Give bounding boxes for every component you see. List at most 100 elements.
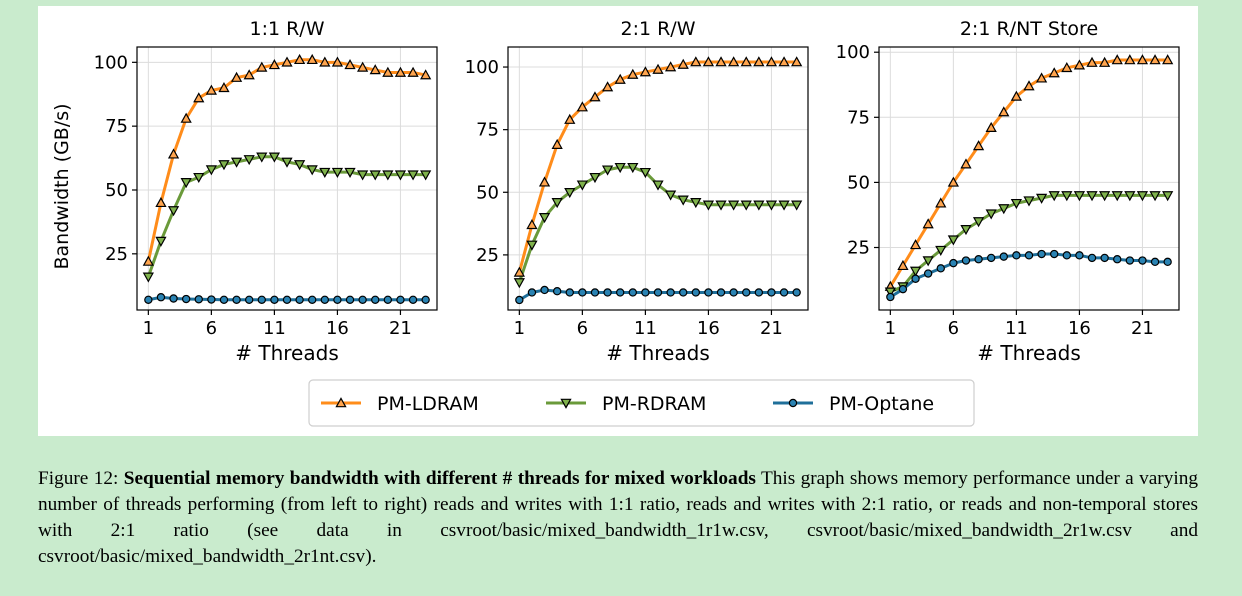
data-point-pm-rdram: [394, 170, 407, 181]
data-point-pm-ldram: [155, 196, 167, 208]
caption-bold: Sequential memory bandwidth with differe…: [123, 468, 756, 489]
data-point-pm-rdram: [218, 160, 230, 171]
data-point-pm-ldram: [702, 56, 715, 67]
data-point-pm-rdram: [960, 224, 972, 236]
data-point-pm-ldram: [564, 113, 576, 124]
data-point-pm-ldram: [791, 56, 803, 67]
data-point-pm-optane: [911, 274, 920, 283]
data-point-pm-ldram: [576, 101, 588, 112]
data-point-pm-optane: [396, 295, 405, 304]
data-point-pm-optane: [923, 269, 933, 278]
data-point-pm-ldram: [922, 218, 934, 229]
series-line-pm-ldram: [517, 60, 797, 273]
data-point-pm-rdram: [909, 266, 922, 277]
data-point-pm-ldram: [526, 219, 538, 230]
axes-frame: [136, 46, 438, 311]
series-markers-pm-rdram: [513, 162, 803, 289]
x-tick-label: 21: [389, 318, 412, 339]
data-point-pm-optane: [194, 295, 203, 304]
data-point-pm-ldram: [740, 56, 752, 67]
legend-item-pm-rdram: PM-RDRAM: [546, 393, 706, 415]
data-point-pm-ldram: [306, 53, 318, 65]
data-point-pm-optane: [1163, 257, 1172, 267]
data-point-pm-optane: [1075, 251, 1084, 260]
data-point-pm-rdram: [243, 155, 255, 166]
data-point-pm-rdram: [627, 162, 639, 174]
data-point-pm-rdram: [513, 278, 525, 289]
data-point-pm-rdram: [1086, 191, 1098, 202]
x-axis-label: # Threads: [235, 341, 338, 365]
data-point-pm-optane: [961, 256, 971, 265]
data-point-pm-optane: [295, 295, 304, 304]
series-line-pm-rdram: [146, 155, 426, 278]
data-point-pm-rdram: [1023, 196, 1035, 207]
data-point-pm-optane: [1100, 253, 1109, 263]
y-tick-label: 100: [836, 42, 870, 63]
data-point-pm-rdram: [576, 180, 588, 191]
data-point-pm-rdram: [791, 200, 803, 211]
data-point-pm-ldram: [420, 69, 432, 80]
data-point-pm-optane: [1087, 253, 1097, 263]
y-tick-label: 25: [476, 245, 499, 266]
data-point-pm-optane: [779, 288, 789, 297]
series-markers-pm-optane: [886, 249, 1172, 302]
x-tick-label: 6: [206, 318, 217, 339]
data-point-pm-rdram: [167, 206, 180, 217]
data-point-pm-rdram: [1073, 191, 1086, 202]
data-point-pm-rdram: [652, 180, 664, 191]
data-point-pm-optane: [615, 288, 625, 297]
y-tick-label: 50: [476, 182, 499, 203]
data-point-pm-ldram: [1124, 54, 1136, 65]
data-point-pm-optane: [986, 253, 996, 263]
data-point-pm-optane: [1037, 249, 1046, 259]
data-point-pm-rdram: [1035, 193, 1048, 204]
data-point-pm-optane: [540, 285, 549, 295]
data-point-pm-rdram: [420, 170, 432, 181]
data-point-pm-optane: [691, 288, 701, 297]
legend-item-pm-optane: PM-Optane: [773, 393, 934, 415]
data-point-pm-ldram: [243, 69, 255, 80]
data-point-pm-ldram: [947, 176, 959, 187]
data-point-pm-rdram: [205, 165, 217, 176]
data-point-pm-optane: [974, 255, 983, 264]
data-point-pm-optane: [345, 295, 355, 304]
data-point-pm-ldram: [1162, 54, 1174, 65]
data-point-pm-ldram: [1061, 61, 1073, 73]
data-point-pm-optane: [792, 288, 801, 297]
data-point-pm-optane: [754, 288, 764, 297]
legend-label: PM-LDRAM: [377, 393, 479, 415]
x-tick-label: 16: [326, 318, 349, 339]
data-point-pm-ldram: [998, 106, 1010, 117]
x-tick-label: 16: [697, 318, 720, 339]
data-point-pm-ldram: [778, 56, 790, 67]
data-point-pm-optane: [156, 293, 166, 302]
data-point-pm-ldram: [935, 197, 947, 208]
data-point-pm-ldram: [293, 53, 306, 65]
data-point-pm-ldram: [960, 158, 972, 169]
subplot-title: 1:1 R/W: [249, 18, 324, 40]
series-markers-pm-ldram: [142, 53, 432, 266]
legend-marker: [560, 398, 572, 409]
data-point-pm-rdram: [1010, 198, 1023, 210]
series-markers-pm-rdram: [142, 152, 432, 283]
data-point-pm-optane: [371, 295, 380, 304]
data-point-pm-ldram: [909, 239, 922, 250]
data-point-pm-rdram: [922, 256, 934, 267]
data-point-pm-rdram: [1099, 191, 1111, 202]
axes-frame: [507, 46, 809, 311]
data-point-pm-ldram: [382, 66, 394, 77]
data-point-pm-optane: [653, 288, 663, 297]
data-point-pm-optane: [729, 288, 738, 297]
data-point-pm-rdram: [884, 287, 896, 298]
data-point-pm-rdram: [155, 236, 167, 247]
x-tick-label: 1: [514, 318, 525, 339]
data-point-pm-optane: [552, 287, 562, 296]
data-point-pm-optane: [742, 288, 751, 297]
data-point-pm-ldram: [1149, 54, 1161, 65]
x-tick-label: 11: [634, 318, 657, 339]
data-point-pm-optane: [219, 295, 229, 304]
x-tick-label: 11: [263, 318, 286, 339]
figure-panel: 1 6 11 16 21 25 50 75 100 1:1 R/W # Threads Bandwid…: [38, 6, 1198, 436]
